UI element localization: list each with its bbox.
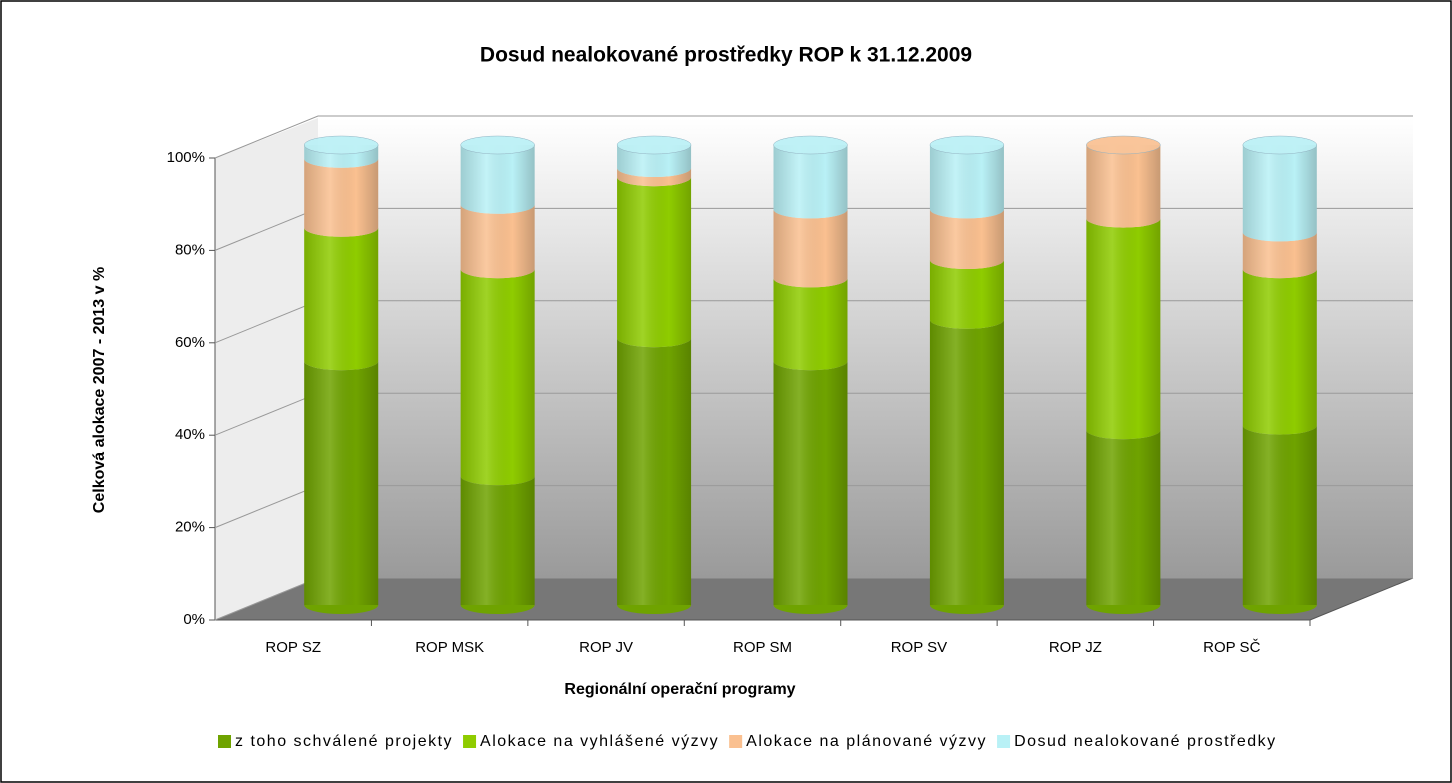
x-tick-label: ROP JZ: [1049, 639, 1102, 656]
side-wall: [215, 118, 318, 620]
legend: z toho schválené projekty Alokace na vyhl…: [218, 733, 1277, 750]
cylinder-cap: [460, 135, 535, 155]
cylinder-cap: [1086, 135, 1161, 155]
legend-label: Alokace na plánované výzvy: [746, 733, 987, 750]
x-axis-title: Regionální operační programy: [564, 681, 795, 698]
x-tick-label: ROP SV: [891, 639, 947, 656]
cylinder-cap: [303, 135, 379, 155]
cylinder-cap: [616, 135, 692, 155]
legend-label: Alokace na vyhlášené výzvy: [480, 733, 719, 750]
cylinder-shade: [1086, 145, 1161, 605]
grid-line: [214, 115, 1413, 159]
legend-label: z toho schválené projekty: [235, 733, 453, 750]
cylinder-cap: [929, 135, 1005, 155]
y-tick-label: 100%: [167, 149, 205, 166]
x-tick-label: ROP JV: [579, 639, 633, 656]
y-tick-label: 0%: [183, 611, 205, 628]
x-tick-label: ROP SČ: [1203, 639, 1260, 656]
y-tick-label: 40%: [175, 426, 205, 443]
y-tick-label: 80%: [175, 241, 205, 258]
legend-swatch: [997, 735, 1011, 748]
cylinder-shade: [460, 145, 535, 605]
cylinder-cap: [1242, 135, 1318, 155]
y-tick-label: 60%: [175, 334, 205, 351]
cylinder-shade: [304, 145, 379, 605]
x-tick-label: ROP SZ: [265, 639, 321, 656]
chart-title: Dosud nealokované prostředky ROP k 31.12…: [480, 44, 972, 67]
y-tick-label: 20%: [175, 519, 205, 536]
y-axis-title: Celková alokace 2007 - 2013 v %: [91, 267, 108, 513]
cylinder-shade: [1242, 145, 1317, 605]
x-tick-label: ROP MSK: [415, 639, 484, 656]
floor-edge: [1309, 577, 1414, 621]
cylinder-shade: [929, 145, 1004, 605]
cylinder-shade: [617, 145, 692, 605]
cylinder-shade: [773, 145, 848, 605]
x-tick-label: ROP SM: [733, 639, 792, 656]
cylinder-cap: [773, 135, 848, 155]
legend-swatch: [218, 735, 231, 748]
legend-label: Dosud nealokované prostředky: [1014, 733, 1277, 750]
legend-swatch: [463, 735, 477, 748]
legend-swatch: [729, 735, 743, 748]
